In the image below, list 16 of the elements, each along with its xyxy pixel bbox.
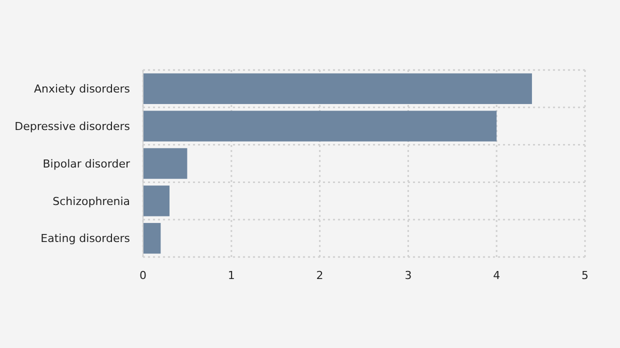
bar — [143, 148, 188, 179]
x-tick-label: 1 — [228, 269, 235, 282]
y-tick-label: Depressive disorders — [14, 120, 130, 133]
x-tick-label: 5 — [582, 269, 588, 282]
bar — [143, 110, 497, 142]
y-tick-label: Anxiety disorders — [34, 82, 130, 96]
y-tick-label: Eating disorders — [40, 232, 130, 246]
bar — [143, 186, 170, 216]
x-tick-label: 4 — [493, 269, 500, 282]
bar — [143, 222, 161, 254]
x-tick-label: 3 — [404, 269, 412, 282]
y-tick-label: Bipolar disorder — [42, 157, 130, 170]
y-tick-label: Schizophrenia — [52, 194, 130, 208]
x-tick-label: 0 — [140, 269, 146, 282]
x-tick-label: 2 — [316, 269, 324, 282]
bar — [143, 73, 532, 104]
